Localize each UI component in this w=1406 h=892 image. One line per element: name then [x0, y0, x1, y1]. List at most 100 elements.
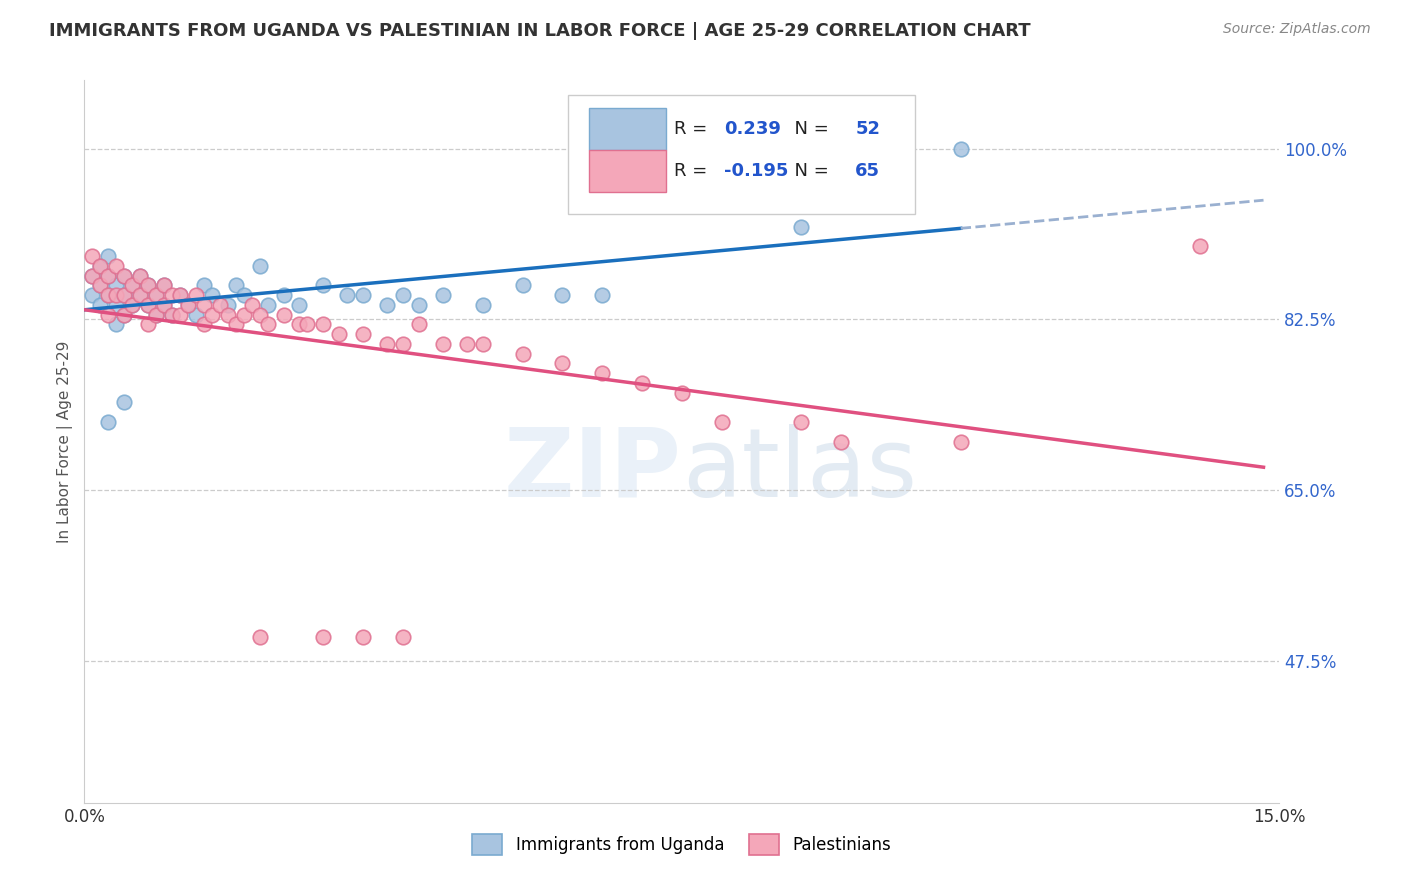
Point: [671, 385, 693, 400]
Point: [256, 298, 278, 312]
Point: [136, 298, 159, 312]
Text: R =: R =: [673, 161, 713, 179]
Point: [153, 278, 176, 293]
Point: [82, 288, 104, 302]
Point: [112, 268, 135, 283]
Point: [136, 278, 159, 293]
Point: [97, 249, 120, 263]
Point: [97, 268, 120, 283]
Point: [225, 318, 247, 332]
Point: [184, 288, 207, 302]
Point: [129, 288, 152, 302]
Point: [89, 278, 111, 293]
Point: [336, 288, 359, 302]
Point: [184, 308, 207, 322]
Point: [136, 298, 159, 312]
FancyBboxPatch shape: [568, 95, 915, 214]
Point: [89, 259, 111, 273]
Point: [256, 318, 278, 332]
Point: [432, 288, 454, 302]
Text: 65: 65: [855, 161, 880, 179]
Point: [456, 337, 478, 351]
Point: [392, 630, 415, 644]
Point: [273, 288, 295, 302]
Point: [551, 356, 574, 370]
Point: [512, 346, 534, 360]
Point: [408, 298, 430, 312]
Point: [312, 278, 335, 293]
Point: [105, 298, 128, 312]
Point: [89, 298, 111, 312]
Point: [328, 327, 350, 342]
Point: [217, 298, 239, 312]
Point: [129, 268, 152, 283]
Point: [177, 298, 200, 312]
Point: [249, 259, 271, 273]
Point: [512, 278, 534, 293]
Point: [392, 288, 415, 302]
Point: [177, 298, 200, 312]
Point: [136, 278, 159, 293]
Text: Source: ZipAtlas.com: Source: ZipAtlas.com: [1223, 22, 1371, 37]
Point: [408, 318, 430, 332]
Point: [232, 288, 254, 302]
Point: [249, 308, 271, 322]
Point: [112, 268, 135, 283]
Point: [710, 415, 733, 429]
Point: [169, 288, 191, 302]
Point: [352, 327, 374, 342]
Point: [112, 288, 135, 302]
Point: [97, 288, 120, 302]
FancyBboxPatch shape: [589, 150, 666, 192]
FancyBboxPatch shape: [589, 109, 666, 151]
Point: [249, 630, 271, 644]
Point: [112, 308, 135, 322]
Point: [830, 434, 852, 449]
Point: [352, 288, 374, 302]
Point: [1188, 239, 1211, 253]
Point: [112, 395, 135, 409]
Point: [631, 376, 654, 390]
Point: [591, 366, 613, 380]
Point: [201, 308, 224, 322]
Y-axis label: In Labor Force | Age 25-29: In Labor Force | Age 25-29: [58, 341, 73, 542]
Point: [375, 298, 398, 312]
Point: [89, 259, 111, 273]
Point: [105, 259, 128, 273]
Point: [97, 288, 120, 302]
Point: [375, 337, 398, 351]
Point: [193, 298, 215, 312]
Point: [169, 288, 191, 302]
Point: [591, 288, 613, 302]
Point: [153, 298, 176, 312]
Point: [790, 219, 813, 234]
Point: [121, 278, 143, 293]
Point: [121, 298, 143, 312]
Point: [112, 288, 135, 302]
Point: [89, 278, 111, 293]
Point: [145, 308, 167, 322]
Point: [297, 318, 319, 332]
Point: [240, 298, 263, 312]
Legend: Immigrants from Uganda, Palestinians: Immigrants from Uganda, Palestinians: [464, 826, 900, 863]
Point: [121, 278, 143, 293]
Text: atlas: atlas: [682, 424, 917, 517]
Text: 52: 52: [855, 120, 880, 138]
Text: R =: R =: [673, 120, 713, 138]
Point: [790, 415, 813, 429]
Point: [288, 298, 311, 312]
Point: [217, 308, 239, 322]
Point: [97, 415, 120, 429]
Point: [471, 337, 494, 351]
Point: [949, 142, 972, 156]
Text: ZIP: ZIP: [503, 424, 682, 517]
Text: -0.195: -0.195: [724, 161, 789, 179]
Point: [193, 278, 215, 293]
Point: [82, 268, 104, 283]
Point: [121, 298, 143, 312]
Text: N =: N =: [783, 120, 835, 138]
Point: [136, 318, 159, 332]
Point: [392, 337, 415, 351]
Point: [232, 308, 254, 322]
Point: [129, 268, 152, 283]
